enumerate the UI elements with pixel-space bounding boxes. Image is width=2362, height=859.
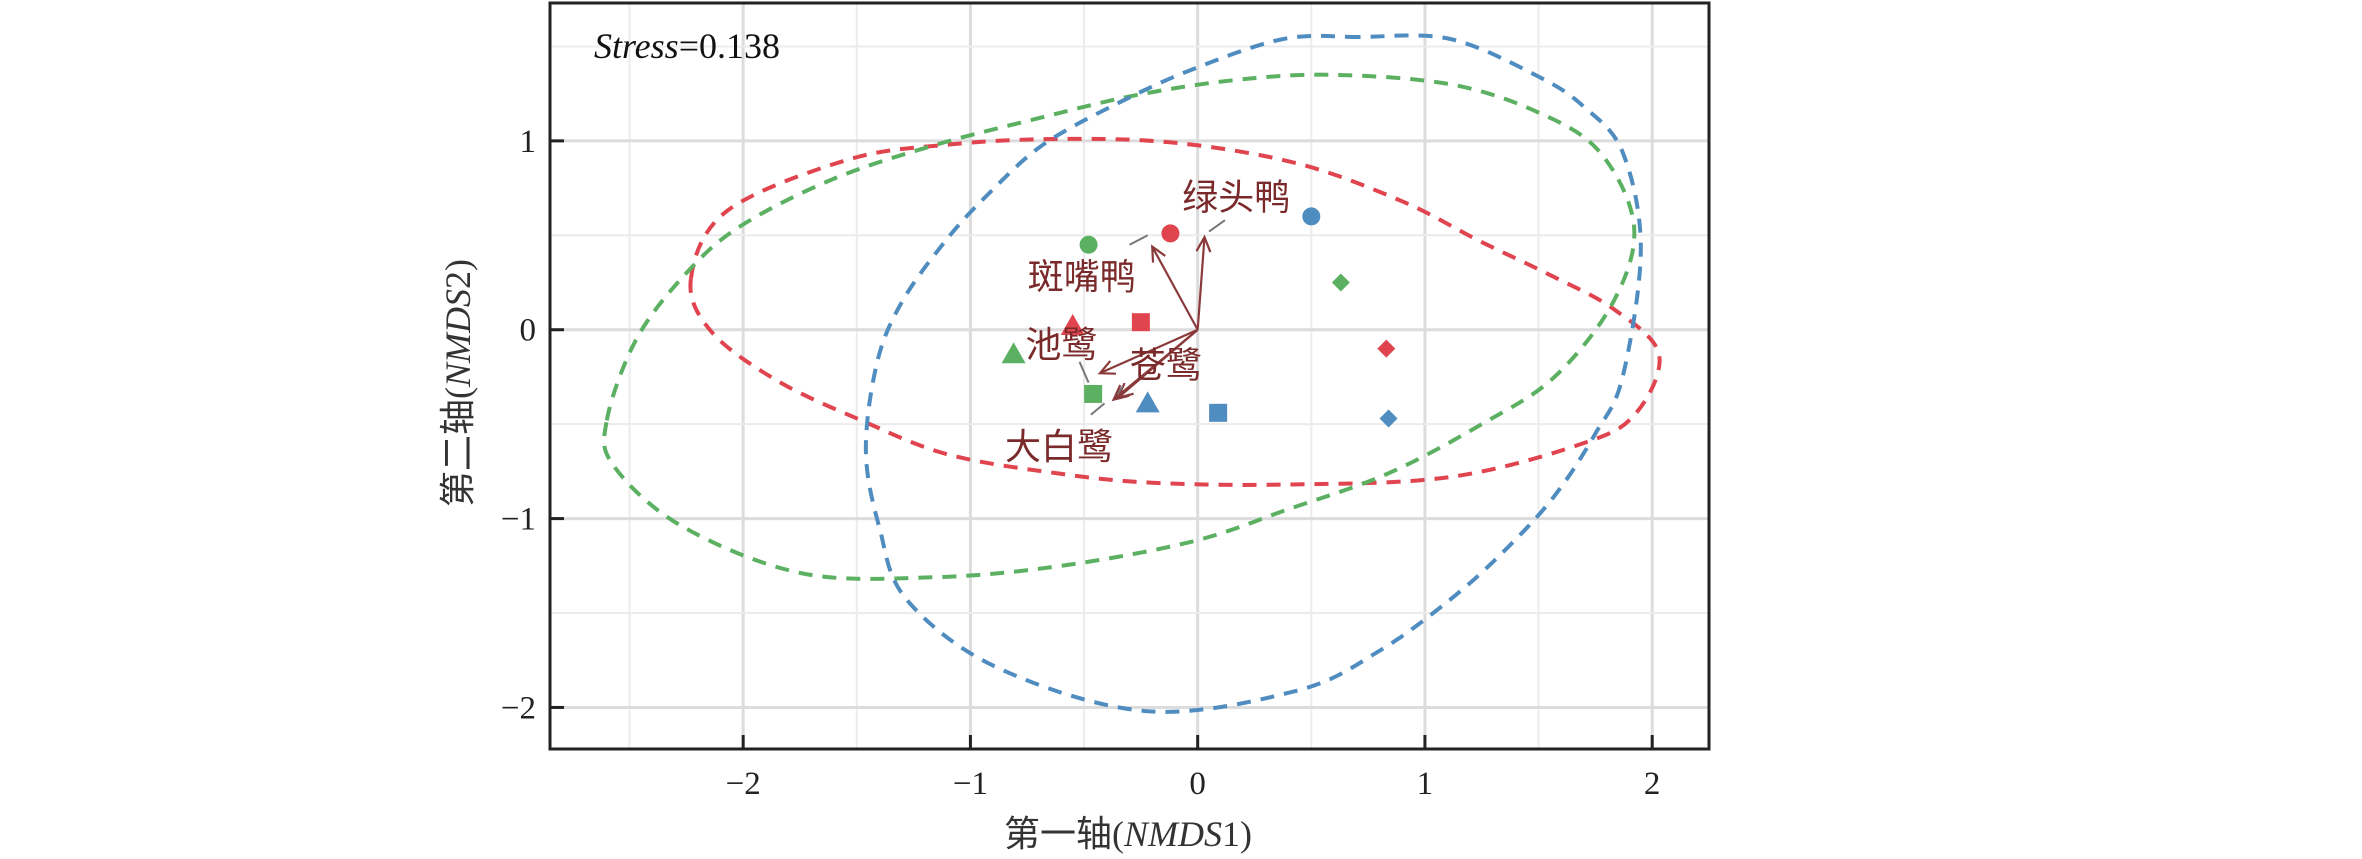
site-points bbox=[1001, 207, 1398, 428]
species-vectors bbox=[1078, 219, 1226, 416]
y-tick-label: 1 bbox=[520, 124, 537, 160]
confidence-ellipses bbox=[602, 33, 1662, 714]
stress-italic: Stress bbox=[594, 26, 679, 66]
point-red-circle bbox=[1161, 224, 1180, 243]
point-red-diamond bbox=[1377, 339, 1396, 358]
vector-line bbox=[1151, 246, 1199, 331]
y-tick-label: −2 bbox=[501, 690, 536, 726]
y-axis-title-suffix: 2) bbox=[438, 259, 478, 289]
x-tick-label: −1 bbox=[953, 766, 988, 802]
x-axis-title-suffix: 1) bbox=[1222, 814, 1252, 854]
stress-annotation: Stress=0.138 bbox=[594, 26, 780, 66]
vector-arrowhead bbox=[1195, 234, 1212, 253]
stress-value: =0.138 bbox=[679, 26, 780, 66]
label-leader bbox=[1090, 402, 1106, 416]
ellipse-green bbox=[602, 72, 1637, 581]
point-red-square bbox=[1131, 313, 1150, 332]
y-axis-title-prefix: 第二轴( bbox=[438, 387, 478, 507]
point-green-circle bbox=[1079, 235, 1098, 254]
x-tick-label: 2 bbox=[1644, 766, 1661, 802]
y-axis-title-italic: NMDS bbox=[438, 289, 478, 388]
x-tick-label: −2 bbox=[726, 766, 761, 802]
ellipse-red bbox=[688, 136, 1662, 487]
species-label: 斑嘴鸭 bbox=[1028, 257, 1136, 297]
point-blue-square bbox=[1209, 403, 1228, 422]
vector-arrowhead bbox=[1151, 244, 1166, 263]
point-blue-diamond bbox=[1379, 409, 1398, 428]
x-axis-title-prefix: 第一轴( bbox=[1004, 814, 1124, 854]
plot-frame bbox=[548, 1, 1711, 751]
point-green-square bbox=[1084, 384, 1103, 403]
x-axis-title-italic: NMDS bbox=[1123, 814, 1222, 854]
label-leader bbox=[1208, 219, 1226, 233]
vector-line bbox=[1112, 328, 1199, 401]
vector-arrowhead bbox=[1111, 384, 1130, 402]
axis-ticks: −2 −1 0 1 2 −2 −1 0 1 bbox=[501, 124, 1661, 802]
y-axis-title: 第二轴(NMDS2) bbox=[438, 259, 478, 507]
x-tick-label: 1 bbox=[1417, 766, 1434, 802]
label-leader bbox=[1129, 234, 1149, 246]
species-label: 绿头鸭 bbox=[1182, 178, 1290, 218]
label-leader bbox=[1078, 361, 1090, 384]
x-tick-label: 0 bbox=[1189, 766, 1206, 802]
vector-arrowhead bbox=[1097, 360, 1116, 375]
species-label: 大白鹭 bbox=[1005, 427, 1113, 467]
y-tick-label: −1 bbox=[501, 502, 536, 538]
point-green-triangle bbox=[1001, 342, 1026, 364]
vector-line bbox=[1196, 237, 1206, 330]
point-green-diamond bbox=[1331, 273, 1350, 292]
point-red-triangle bbox=[1060, 313, 1085, 335]
species-label: 苍鹭 bbox=[1130, 346, 1202, 386]
ellipse-blue bbox=[863, 33, 1643, 714]
vector-line bbox=[1099, 328, 1199, 375]
species-label: 池鹭 bbox=[1025, 325, 1097, 365]
y-tick-label: 0 bbox=[520, 313, 537, 349]
x-axis-title: 第一轴(NMDS1) bbox=[1004, 814, 1252, 854]
point-blue-circle bbox=[1302, 207, 1321, 226]
point-blue-triangle bbox=[1135, 391, 1160, 413]
